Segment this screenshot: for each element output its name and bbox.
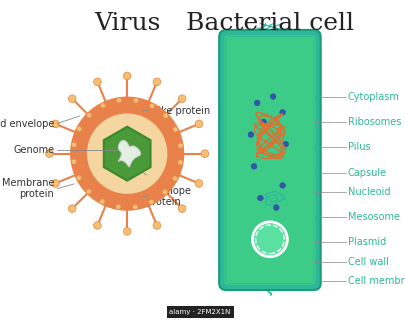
Polygon shape [104,127,151,180]
Circle shape [178,95,186,102]
Circle shape [248,132,254,138]
Text: Envelope
protein: Envelope protein [146,186,191,207]
Circle shape [71,142,77,148]
Circle shape [71,159,77,164]
Text: Membrane
protein: Membrane protein [2,178,54,199]
Circle shape [283,141,289,147]
Circle shape [280,182,286,188]
Text: Lipid envelope: Lipid envelope [0,118,54,129]
Circle shape [178,205,186,212]
Circle shape [116,204,121,209]
Text: Plasmid: Plasmid [347,237,386,247]
Circle shape [134,98,139,103]
Circle shape [51,120,59,128]
Circle shape [251,164,257,169]
Text: Mesosome: Mesosome [347,212,400,222]
Circle shape [133,204,138,210]
Circle shape [46,150,53,157]
Circle shape [124,228,131,235]
FancyBboxPatch shape [223,34,317,286]
Circle shape [252,222,288,257]
Circle shape [178,160,183,165]
Circle shape [254,100,260,106]
FancyBboxPatch shape [226,36,314,284]
Circle shape [195,180,203,187]
Text: Nucleoid: Nucleoid [347,187,390,197]
Text: Genome: Genome [13,146,54,156]
Circle shape [94,78,101,86]
Circle shape [100,103,106,108]
Circle shape [153,78,161,86]
Circle shape [273,205,279,211]
Circle shape [124,72,131,80]
Circle shape [94,222,101,229]
Circle shape [70,97,184,211]
Text: Capsid: Capsid [146,168,179,178]
Circle shape [68,95,76,102]
Circle shape [77,126,82,132]
FancyBboxPatch shape [219,30,321,290]
Text: Cell wall: Cell wall [347,257,388,267]
Circle shape [86,189,91,194]
Text: alamy · 2FM2X1N: alamy · 2FM2X1N [169,309,231,315]
Circle shape [173,176,177,181]
Text: Spike protein: Spike protein [146,106,211,116]
Circle shape [280,109,286,115]
Circle shape [117,98,121,103]
Circle shape [68,205,76,212]
Polygon shape [118,140,141,167]
Text: Capsule: Capsule [347,168,387,178]
Circle shape [258,195,263,201]
Circle shape [87,113,92,118]
Circle shape [195,120,203,128]
Text: Pilus: Pilus [347,142,370,152]
Text: Ribosomes: Ribosomes [347,117,401,127]
Circle shape [51,180,59,187]
Circle shape [201,150,209,157]
Circle shape [86,112,168,195]
Circle shape [173,127,178,132]
Circle shape [163,113,168,118]
Circle shape [100,199,105,204]
Circle shape [178,143,183,148]
Circle shape [270,94,276,100]
Text: Cell membrane: Cell membrane [347,276,405,285]
Text: Cytoplasm: Cytoplasm [347,92,399,101]
Circle shape [149,199,154,204]
Text: Bacterial cell: Bacterial cell [186,12,354,35]
Circle shape [153,222,161,229]
Circle shape [162,189,168,195]
Circle shape [149,103,155,108]
Circle shape [77,175,81,180]
Text: Virus: Virus [94,12,160,35]
Circle shape [261,119,266,125]
